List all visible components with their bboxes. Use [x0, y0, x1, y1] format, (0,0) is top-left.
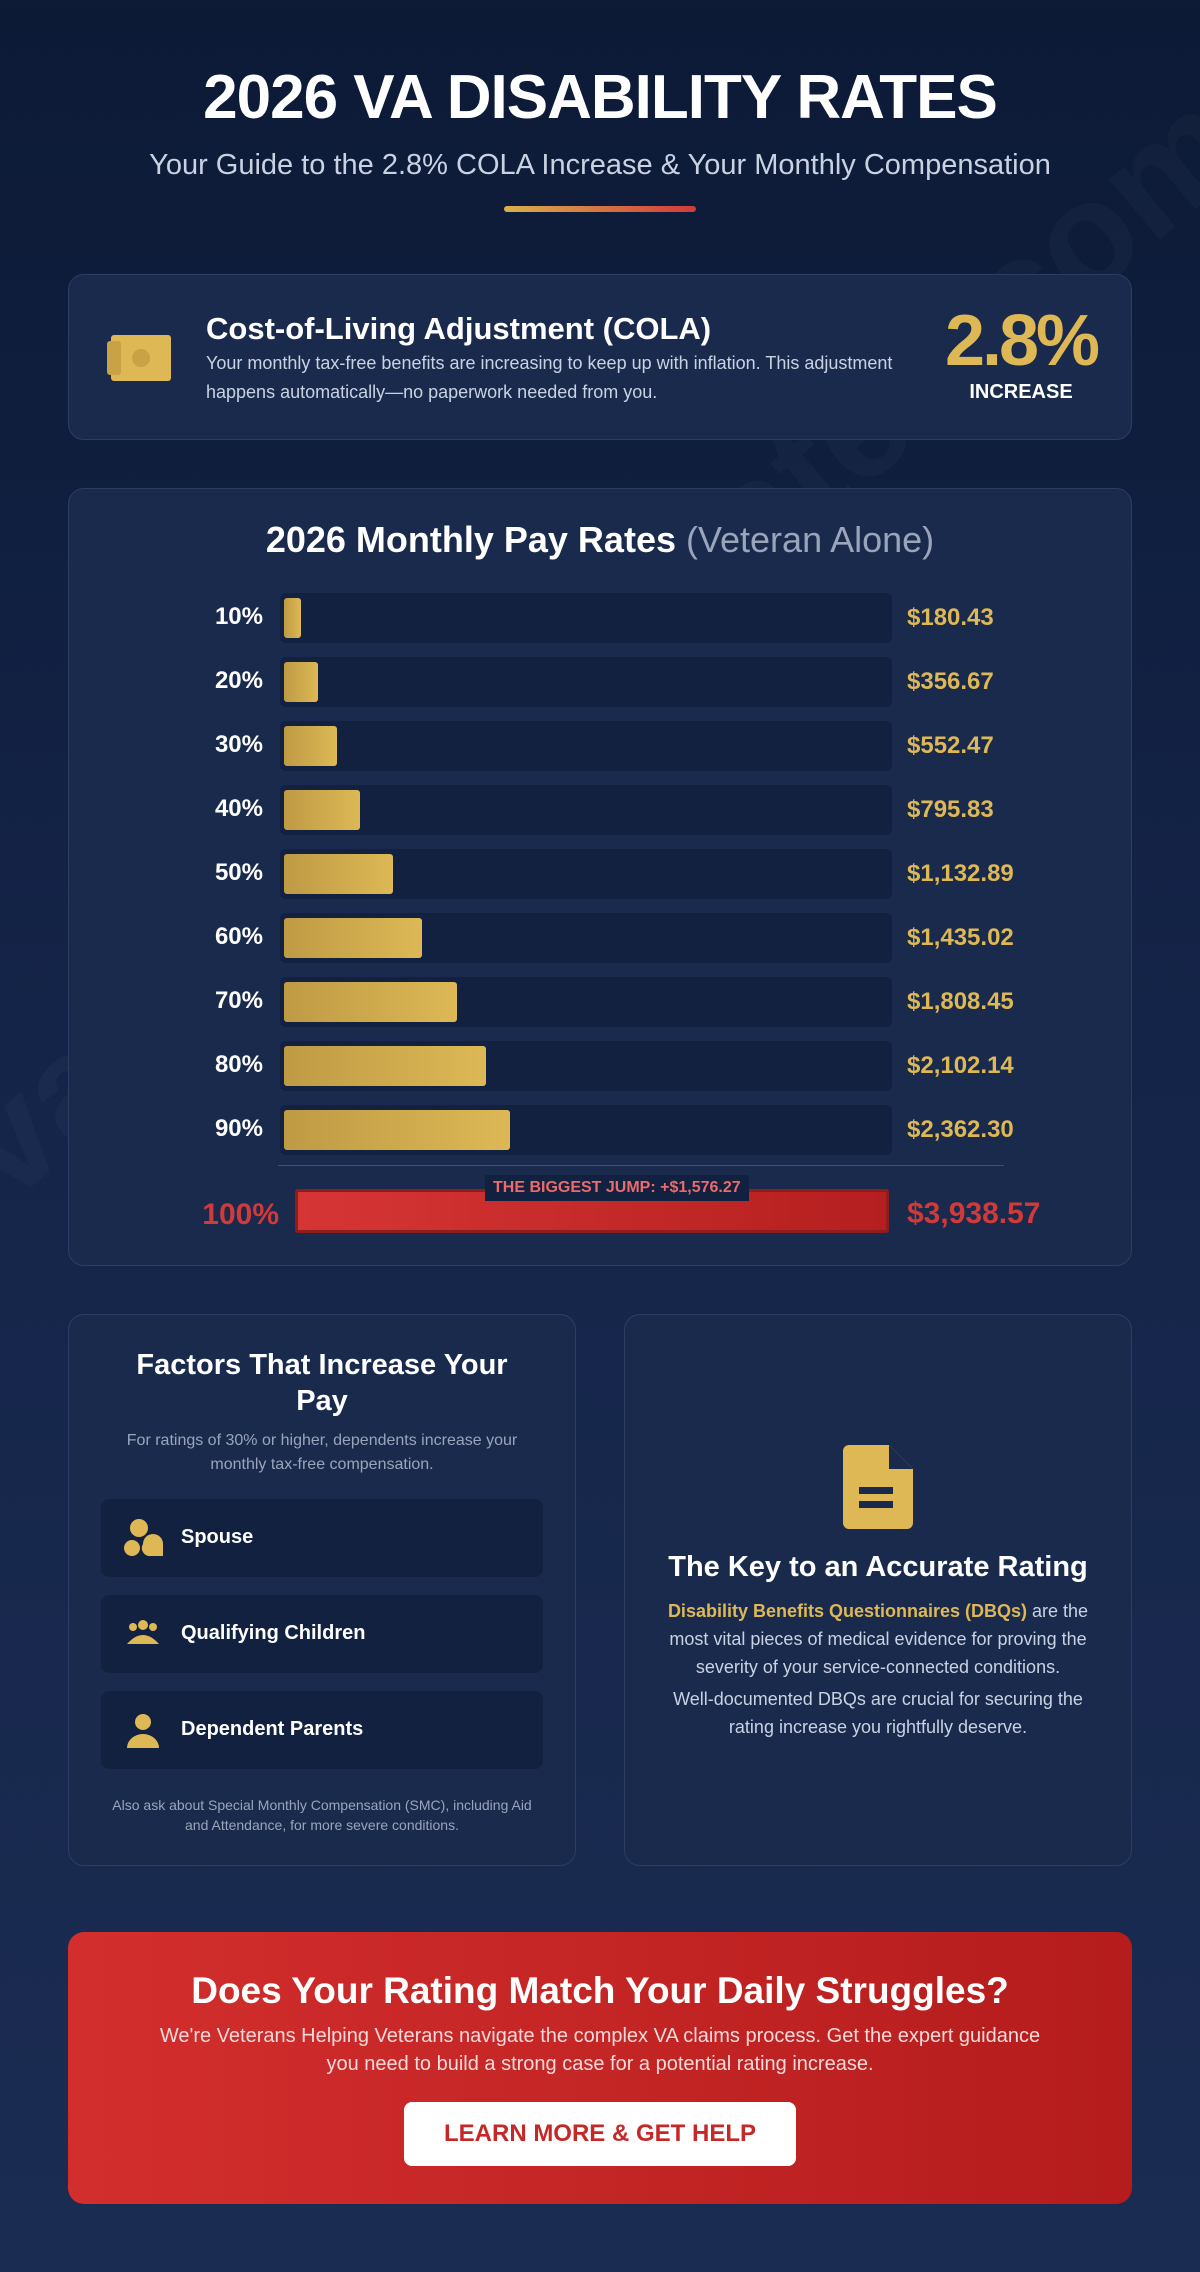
chart-title: 2026 Monthly Pay Rates (Veteran Alone)	[265, 519, 935, 560]
page-title: 2026 VA DISABILITY RATES	[203, 63, 998, 132]
cta-title: Does Your Rating Match Your Daily Strugg…	[191, 1970, 1009, 2011]
bar-track	[280, 913, 892, 963]
cola-card: Cost-of-Living Adjustment (COLA) Your mo…	[68, 274, 1132, 440]
document-icon	[843, 1445, 913, 1529]
factors-description: For ratings of 30% or higher, dependents…	[126, 1432, 518, 1473]
bar-row-10: 10% $180.43	[69, 593, 1133, 643]
dbq-highlight: Disability Benefits Questionnaires (DBQs…	[667, 1601, 1028, 1621]
page-subtitle: Your Guide to the 2.8% COLA Increase & Y…	[149, 149, 1051, 181]
page-header: 2026 VA DISABILITY RATES Your Guide to t…	[0, 0, 1200, 212]
bar-value: $795.83	[907, 796, 994, 823]
factor-item-parents: Dependent Parents	[101, 1691, 543, 1769]
bar-row-60: 60% $1,435.02	[69, 913, 1133, 963]
chart-title-suffix: (Veteran Alone)	[686, 519, 935, 560]
bar-value: $2,102.14	[907, 1052, 1014, 1079]
bar-value: $1,808.45	[907, 988, 1014, 1015]
bar-row-50: 50% $1,132.89	[69, 849, 1133, 899]
bar-track	[280, 785, 892, 835]
bar-label: 90%	[214, 1115, 263, 1142]
cola-stat: 2.8% INCREASE	[941, 301, 1101, 404]
bar-label: 30%	[214, 731, 263, 758]
bar-track	[280, 1041, 892, 1091]
bar-fill	[284, 918, 422, 958]
bar-label: 80%	[214, 1051, 263, 1078]
title-underline	[504, 206, 696, 212]
bar-label: 40%	[214, 795, 263, 822]
chart-divider	[278, 1165, 1004, 1166]
bar-label: 50%	[214, 859, 263, 886]
spouse-icon	[124, 1519, 163, 1557]
bar-row-40: 40% $795.83	[69, 785, 1133, 835]
factors-title: Factors That Increase Your Pay	[136, 1349, 508, 1417]
factor-item-spouse: Spouse	[101, 1499, 543, 1577]
bar-row-30: 30% $552.47	[69, 721, 1133, 771]
bar-track	[280, 657, 892, 707]
bar-label-100: 100%	[202, 1198, 279, 1231]
dbq-description: Disability Benefits Questionnaires (DBQs…	[667, 1601, 1089, 1677]
factor-label: Qualifying Children	[181, 1622, 366, 1644]
bar-fill	[284, 662, 319, 702]
cta-description: We're Veterans Helping Veterans navigate…	[159, 2025, 1041, 2075]
bar-fill	[284, 854, 393, 894]
biggest-jump-annotation: THE BIGGEST JUMP: +$1,576.27	[485, 1175, 749, 1201]
bar-fill	[284, 982, 458, 1022]
cola-stat-value: 2.8%	[944, 301, 1100, 381]
bar-row-20: 20% $356.67	[69, 657, 1133, 707]
bar-track	[280, 849, 892, 899]
dbq-card: The Key to an Accurate Rating Disability…	[624, 1314, 1132, 1866]
smc-note: Also ask about Special Monthly Compensat…	[112, 1797, 532, 1833]
bar-value: $1,435.02	[907, 924, 1014, 951]
bar-track	[280, 1105, 892, 1155]
learn-more-button[interactable]: LEARN MORE & GET HELP	[404, 2102, 796, 2166]
bar-value-100: $3,938.57	[907, 1197, 1041, 1230]
pay-rates-chart: 2026 Monthly Pay Rates (Veteran Alone) 1…	[68, 488, 1132, 1266]
children-icon	[127, 1620, 159, 1644]
factor-item-children: Qualifying Children	[101, 1595, 543, 1673]
bar-label: 10%	[214, 603, 263, 630]
factor-label: Spouse	[181, 1526, 254, 1548]
factor-label: Dependent Parents	[181, 1718, 364, 1740]
bar-track	[280, 721, 892, 771]
bar-fill	[284, 1110, 511, 1150]
cta-banner: Does Your Rating Match Your Daily Strugg…	[68, 1932, 1132, 2204]
bar-fill	[284, 790, 361, 830]
bar-value: $552.47	[907, 732, 994, 759]
bar-value: $180.43	[907, 604, 994, 631]
bar-fill	[284, 1046, 486, 1086]
bar-label: 20%	[214, 667, 263, 694]
cola-stat-label: INCREASE	[969, 381, 1073, 403]
bar-track	[280, 977, 892, 1027]
cola-heading: Cost-of-Living Adjustment (COLA)	[206, 311, 712, 346]
parent-icon	[127, 1714, 159, 1748]
money-icon	[107, 335, 171, 381]
bar-value: $1,132.89	[907, 860, 1014, 887]
bar-label: 60%	[214, 923, 263, 950]
bar-fill	[284, 598, 302, 638]
bar-label: 70%	[214, 987, 263, 1014]
factors-card: Factors That Increase Your Pay For ratin…	[68, 1314, 576, 1866]
bar-row-80: 80% $2,102.14	[69, 1041, 1133, 1091]
bar-value: $2,362.30	[907, 1116, 1014, 1143]
dbq-note: Well-documented DBQs are crucial for sec…	[673, 1689, 1083, 1737]
bar-fill	[284, 726, 337, 766]
bar-value: $356.67	[907, 668, 994, 695]
bar-row-70: 70% $1,808.45	[69, 977, 1133, 1027]
bar-track	[280, 593, 892, 643]
dbq-title: The Key to an Accurate Rating	[668, 1551, 1088, 1583]
cola-description: Your monthly tax-free benefits are incre…	[206, 353, 893, 402]
bar-row-90: 90% $2,362.30	[69, 1105, 1133, 1155]
